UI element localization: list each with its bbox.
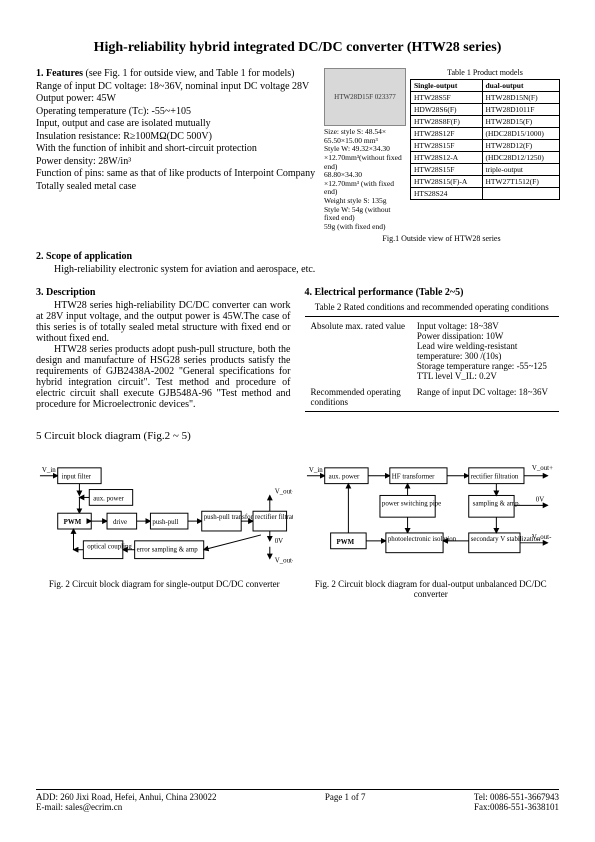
svg-text:push-pull: push-pull	[152, 519, 178, 526]
svg-text:photoelectronic isolation: photoelectronic isolation	[387, 535, 456, 542]
feature-line: With the function of inhibit and short-c…	[36, 143, 316, 156]
svg-text:error sampling & amp: error sampling & amp	[137, 546, 199, 553]
footer-page: Page 1 of 7	[325, 792, 366, 802]
fig1-caption: Fig.1 Outside view of HTW28 series	[324, 234, 559, 243]
feature-line: Output power: 45W	[36, 93, 316, 106]
features-heading: 1. Features	[36, 68, 83, 79]
svg-text:rectifier filtration: rectifier filtration	[470, 473, 518, 480]
rec-label: Recommended operating conditions	[307, 385, 411, 409]
svg-text:HF transformer: HF transformer	[391, 473, 434, 480]
fig2a-caption: Fig. 2 Circuit block diagram for single-…	[36, 579, 293, 589]
diagram-dual-output: V_in aux. power HF transformer rectifier…	[303, 456, 560, 599]
svg-text:PWM: PWM	[336, 538, 354, 545]
scope-heading: 2. Scope of application	[36, 251, 559, 262]
features-heading-note: (see Fig. 1 for outside view, and Table …	[83, 68, 294, 79]
page-footer: ADD: 260 Jixi Road, Hefei, Anhui, China …	[36, 789, 559, 812]
svg-text:sampling & amp.: sampling & amp.	[472, 500, 520, 507]
svg-text:0V: 0V	[275, 537, 283, 544]
elec-heading: 4. Electrical performance (Table 2~5)	[305, 287, 560, 298]
footer-email: E-mail: sales@ecrim.cn	[36, 802, 122, 812]
desc-p2: HTW28 series products adopt push-pull st…	[36, 344, 291, 410]
feature-line: Input, output and case are isolated mutu…	[36, 118, 316, 131]
svg-text:power switching pipe: power switching pipe	[381, 500, 440, 507]
footer-tel: Tel: 0086-551-3667943	[474, 792, 559, 802]
svg-text:input filter: input filter	[62, 473, 92, 480]
svg-text:drive: drive	[113, 519, 127, 526]
svg-text:0V: 0V	[535, 496, 543, 503]
svg-text:V_out+: V_out+	[531, 464, 552, 471]
svg-text:V_out+: V_out+	[275, 488, 293, 495]
svg-text:V_out-: V_out-	[531, 533, 551, 540]
svg-text:PWM: PWM	[64, 519, 82, 526]
svg-text:V_in: V_in	[42, 466, 56, 473]
feature-line: Function of pins: same as that of like p…	[36, 168, 316, 181]
feature-line: Range of input DC voltage: 18~36V, nomin…	[36, 81, 316, 94]
footer-fax: Fax:0086-551-3638101	[474, 802, 559, 812]
svg-text:aux. power: aux. power	[93, 495, 124, 502]
sec5-heading: 5 Circuit block diagram (Fig.2 ~ 5)	[36, 430, 559, 442]
abs-label: Absolute max. rated value	[307, 319, 411, 383]
svg-text:secondary V stabilization: secondary V stabilization	[470, 535, 540, 542]
rec-items: Range of input DC voltage: 18~36V	[413, 385, 557, 409]
desc-heading: 3. Description	[36, 287, 291, 298]
svg-text:V_out-: V_out-	[275, 557, 293, 564]
table2-caption: Table 2 Rated conditions and recommended…	[305, 302, 560, 312]
scope-body: High-reliability electronic system for a…	[36, 264, 559, 275]
feature-line: Insulation resistance: R≥100MΩ(DC 500V)	[36, 131, 316, 144]
feature-line: Power density: 28W/in³	[36, 156, 316, 169]
product-models-table: Single-outputdual-output HTW28S5FHTW28D1…	[410, 79, 560, 200]
svg-text:rectifier filtration: rectifier filtration	[255, 514, 292, 521]
feature-line: Operating temperature (Tᴄ): -55~+105	[36, 106, 316, 119]
svg-text:V_in: V_in	[308, 466, 322, 473]
product-photo: HTW28D15F 023377	[324, 68, 406, 126]
footer-address: ADD: 260 Jixi Road, Hefei, Anhui, China …	[36, 792, 217, 802]
features-row: 1. Features (see Fig. 1 for outside view…	[36, 68, 559, 243]
table2: Absolute max. rated value Input voltage:…	[305, 316, 560, 412]
diagram-single-output: V_in input filter aux. power PWM drive p…	[36, 456, 293, 599]
table1-caption: Table 1 Product models	[410, 68, 560, 77]
feature-line: Totally sealed metal case	[36, 181, 316, 194]
page-title: High-reliability hybrid integrated DC/DC…	[36, 40, 559, 56]
svg-text:aux. power: aux. power	[328, 473, 359, 480]
chip-dimensions: Size: style S: 48.54× 65.50×15.00 mm³ St…	[324, 128, 406, 232]
fig2b-caption: Fig. 2 Circuit block diagram for dual-ou…	[303, 579, 560, 599]
desc-p1: HTW28 series high-reliability DC/DC conv…	[36, 300, 291, 344]
